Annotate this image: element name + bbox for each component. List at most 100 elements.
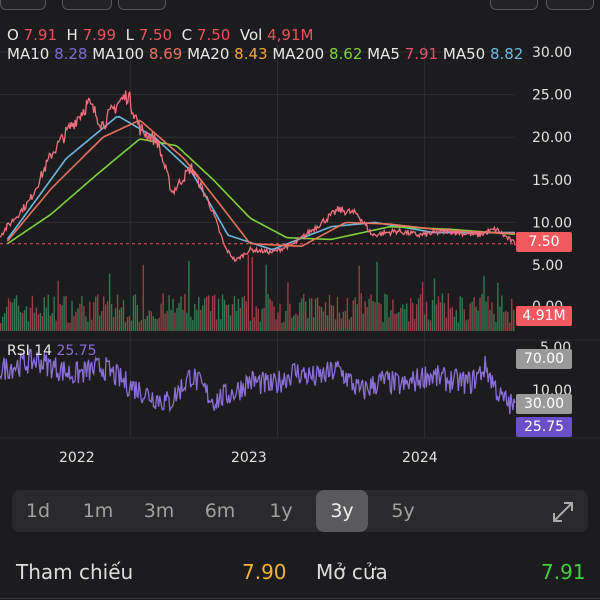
volume-bar (275, 319, 277, 331)
low-label: L (125, 26, 134, 44)
volume-bar (71, 300, 73, 331)
volume-bar (283, 321, 285, 331)
range-1d-button[interactable]: 1d (25, 500, 51, 522)
reference-value: 7.90 (242, 560, 287, 584)
volume-bar (101, 311, 103, 331)
volume-bar (501, 295, 503, 331)
volume-bar (372, 300, 374, 331)
volume-bar (126, 316, 129, 331)
rsi-value: 25.75 (56, 343, 97, 359)
volume-bar (459, 296, 461, 331)
volume-bar (124, 322, 127, 331)
volume-bar (19, 311, 22, 331)
range-1y-button[interactable]: 1y (269, 500, 293, 522)
volume-bar (309, 298, 311, 331)
volume-bar (15, 295, 18, 331)
volume-bar (79, 303, 81, 331)
divider (0, 598, 600, 599)
volume-bar (509, 322, 511, 331)
expand-icon[interactable] (548, 497, 578, 527)
volume-bar (406, 303, 408, 331)
ma10-value: 8.28 (54, 45, 88, 63)
volume-bar (358, 265, 360, 331)
volume-bar (5, 306, 8, 331)
volume-bar (417, 298, 420, 331)
volume-bar (360, 293, 362, 331)
volume-bar (75, 311, 77, 331)
ma-line-ma100 (6, 119, 516, 248)
stock-chart[interactable]: 30.0025.0020.0015.0010.005.000.005.0010.… (0, 0, 600, 470)
low-value: 7.50 (138, 26, 173, 44)
volume-bar (346, 297, 349, 331)
volume-bar (352, 300, 354, 331)
volume-bar (49, 315, 51, 331)
volume-bar (326, 315, 329, 331)
volume-bar (408, 321, 410, 331)
volume-bar (431, 299, 434, 331)
ma5-value: 7.91 (404, 45, 439, 63)
ma-legend: MA10 8.28 MA100 8.69 MA20 8.43 MA200 8.6… (7, 45, 523, 63)
volume-bar (221, 294, 224, 331)
volume-bar (45, 307, 47, 331)
range-3y-button[interactable]: 3y (316, 490, 368, 532)
price-axis-label: 10.00 (532, 215, 572, 231)
volume-bar (231, 304, 234, 331)
volume-bar (404, 309, 406, 331)
close-label: C (181, 26, 193, 44)
volume-bar (457, 322, 459, 331)
volume-bar (400, 307, 402, 331)
range-3m-button[interactable]: 3m (143, 500, 175, 522)
range-5y-button[interactable]: 5y (391, 500, 415, 522)
volume-bar (487, 296, 489, 331)
volume-bar (146, 315, 148, 331)
range-6m-button[interactable]: 6m (204, 500, 236, 522)
volume-bar (497, 282, 499, 331)
settings-button[interactable] (490, 0, 538, 10)
volume-label: Vol (239, 26, 263, 44)
price-axis-label: 25.00 (532, 88, 572, 104)
volume-bar (314, 298, 317, 331)
ma10-label: MA10 (7, 45, 50, 63)
volume-bar (511, 298, 513, 331)
volume-bar (340, 318, 343, 331)
volume-bar (168, 295, 170, 331)
price-axis-label: 15.00 (532, 173, 572, 189)
volume-bar (27, 321, 30, 331)
volume-bar (350, 317, 352, 331)
volume-bar (415, 304, 418, 331)
volume-bar (499, 306, 501, 331)
volume-bar (461, 297, 463, 331)
volume-bar (441, 293, 444, 331)
x-label-2024: 2024 (402, 450, 438, 466)
volume-bar (374, 302, 376, 331)
volume-bar (253, 317, 255, 331)
chart-type-button[interactable] (0, 0, 46, 10)
volume-bar (7, 298, 10, 331)
volume-bar (312, 317, 315, 331)
interval-button[interactable] (62, 0, 112, 10)
volume-bar (31, 295, 34, 331)
open-price-label: Mở cửa (316, 560, 388, 584)
fullscreen-top-button[interactable] (546, 0, 594, 10)
volume-bar (158, 317, 160, 331)
volume-bar (297, 315, 299, 331)
volume-bar (318, 306, 321, 331)
volume-bar (156, 319, 158, 331)
volume-bar (219, 319, 222, 331)
volume-bar (25, 306, 28, 331)
time-range-selector: 1d 1m 3m 6m 1y 3y 5y (12, 490, 588, 532)
volume-bar (455, 309, 457, 331)
volume-bar (233, 295, 236, 331)
volume-bar (243, 295, 246, 331)
range-1m-button[interactable]: 1m (82, 500, 114, 522)
volume-bar (421, 281, 424, 331)
volume-bar (95, 296, 97, 331)
volume-bar (465, 320, 467, 331)
volume-bar (182, 309, 184, 331)
volume-bar (132, 295, 135, 331)
indicator-button[interactable] (118, 0, 166, 10)
volume-bar (425, 301, 428, 331)
volume-bar (122, 300, 125, 331)
volume-bar (112, 317, 115, 331)
volume-bar (348, 319, 351, 331)
